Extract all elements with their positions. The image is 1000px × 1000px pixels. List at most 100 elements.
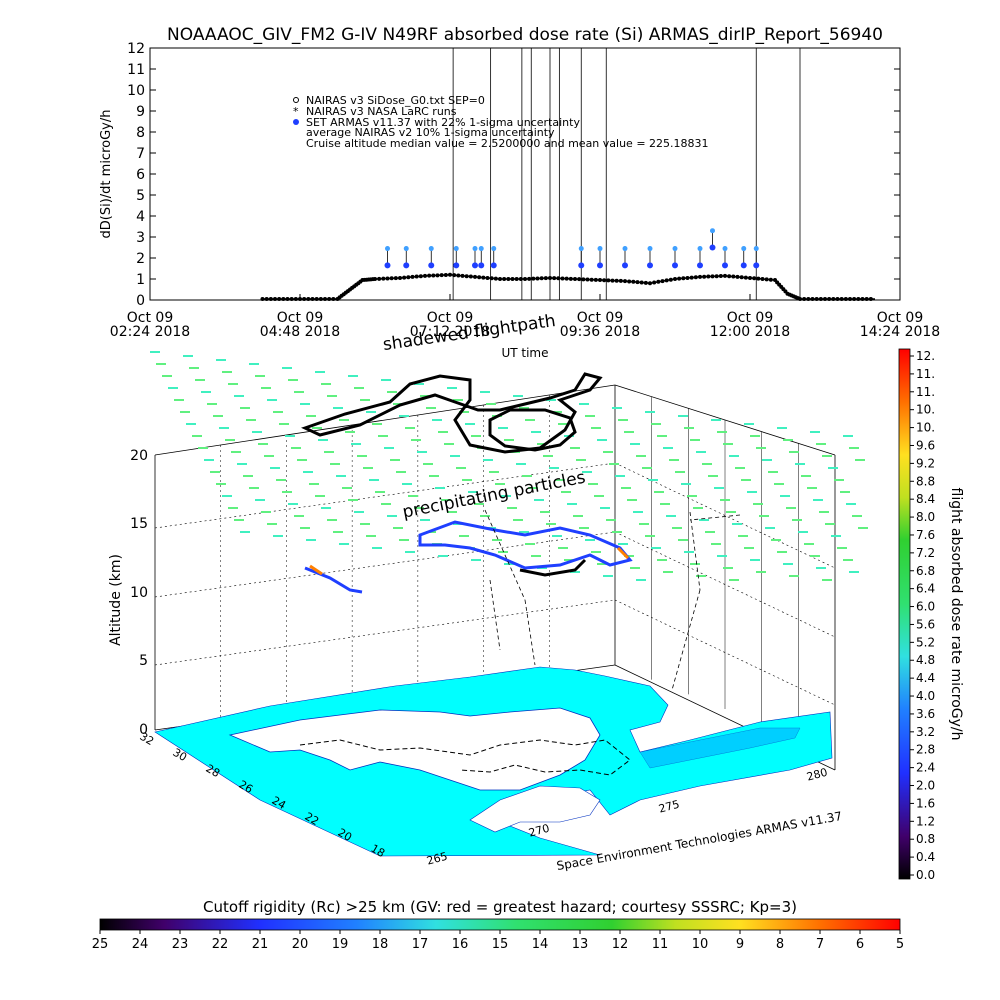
nairas-point: [743, 275, 748, 280]
lon-tick-label: 280: [805, 766, 829, 784]
nairas-point: [460, 273, 465, 278]
armas-upper-point: [597, 246, 603, 252]
side-tick-label: 3.2: [916, 725, 935, 739]
lon-tick-label: 270: [527, 822, 551, 840]
bottom-tick-label: 22: [212, 937, 229, 952]
armas-upper-point: [472, 246, 478, 252]
side-tick-label: 4.4: [916, 671, 935, 685]
nairas-point: [431, 273, 436, 278]
armas-point: [647, 262, 653, 269]
nairas-point: [377, 276, 382, 281]
nairas-point: [802, 296, 807, 301]
bottom-tick-label: 14: [532, 937, 549, 952]
x-tick-time: 07:12 2018: [410, 324, 490, 340]
nairas-point: [735, 274, 740, 279]
side-tick-label: 8.0: [916, 510, 935, 524]
lat-tick-label: 26: [236, 778, 255, 796]
side-tick-label: 5.6: [916, 617, 935, 631]
nairas-point: [306, 296, 311, 301]
side-tick-label: 7.6: [916, 528, 935, 542]
legend-entry-4: average NAIRAS v2 10% 1-sigma uncertaint…: [306, 126, 555, 139]
armas-point: [722, 262, 728, 269]
nairas-point: [756, 276, 761, 281]
bottom-tick-label: 17: [412, 937, 429, 952]
dose-colorbar-ticks: 12. 11. 11. 10. 10. 9.6 9.2 8.8 8.4 8.0 7.6 7.2 6.8 6…: [910, 349, 935, 882]
nairas-point: [723, 273, 727, 278]
lat-tick-label: 30: [170, 746, 189, 764]
armas-point: [753, 262, 760, 269]
y-tick-label: 10: [127, 83, 145, 99]
bottom-tick-label: 5: [896, 937, 904, 952]
flightpath-3d-panel: shadewed flightpath Altitude (km) 20 15 …: [108, 311, 868, 873]
nairas-point: [564, 276, 569, 281]
nairas-point: [602, 278, 607, 283]
nairas-point: [835, 296, 840, 301]
nairas-point: [739, 275, 744, 280]
bottom-tick-label: 16: [452, 937, 469, 952]
shadow-flightpath-loop: [488, 408, 577, 452]
legend-entry-5: Cruise altitude median value = 2.5200000…: [306, 137, 709, 150]
rigidity-colorbar-fill: [99, 918, 901, 931]
side-tick-label: 9.6: [916, 438, 935, 452]
armas-point: [697, 262, 703, 269]
nairas-point: [523, 277, 527, 281]
y-tick-label: 4: [136, 209, 145, 225]
bottom-tick-label: 18: [372, 937, 389, 952]
side-tick-label: 2.8: [916, 743, 935, 757]
nairas-point: [827, 296, 832, 301]
nairas-point: [314, 296, 319, 301]
x-tick-day: Oct 09: [277, 310, 323, 326]
bottom-tick-label: 11: [652, 937, 669, 952]
nairas-point: [381, 276, 386, 281]
x-tick-day: Oct 09: [577, 310, 623, 326]
alt-tick-15: 15: [130, 516, 148, 532]
legend-entry-1: NAIRAS v3 SiDose_G0.txt SEP=0: [306, 94, 485, 107]
armas-point: [453, 262, 460, 269]
nairas-point: [660, 279, 665, 284]
x-tick-time: 02:24 2018: [110, 324, 190, 340]
nairas-point: [560, 276, 565, 281]
nairas-point: [631, 279, 636, 284]
side-tick-label: 11.: [916, 367, 935, 381]
nairas-point: [635, 280, 640, 285]
nairas-point: [389, 276, 394, 281]
side-tick-label: 4.8: [916, 653, 935, 667]
nairas-point: [543, 276, 548, 281]
nairas-point: [539, 276, 544, 281]
nairas-point: [493, 276, 498, 281]
nairas-point: [581, 277, 586, 282]
lon-tick-label: 265: [425, 850, 449, 868]
side-tick-label: 0.4: [916, 850, 935, 864]
legend-marker-star: *: [293, 105, 299, 118]
nairas-point: [848, 296, 852, 301]
nairas-point: [864, 296, 869, 301]
nairas-point: [481, 275, 486, 280]
side-tick-label: 3.6: [916, 707, 935, 721]
nairas-point: [514, 277, 519, 281]
side-tick-label: 1.6: [916, 796, 935, 810]
nairas-point: [623, 279, 627, 284]
nairas-point: [373, 277, 377, 281]
nairas-point: [677, 276, 682, 281]
land-mass-south: [469, 785, 601, 833]
nairas-point: [260, 296, 265, 301]
armas-upper-point: [753, 246, 759, 252]
nairas-point: [435, 273, 440, 278]
armas-upper-point: [428, 246, 434, 252]
nairas-point: [706, 274, 711, 279]
side-tick-label: 6.4: [916, 582, 935, 596]
side-tick-label: 6.0: [916, 600, 935, 614]
nairas-point: [427, 273, 432, 278]
nairas-point: [268, 296, 273, 301]
armas-point: [472, 262, 478, 269]
bottom-tick-label: 7: [816, 937, 824, 952]
x-tick-day: Oct 09: [427, 310, 473, 326]
nairas-point: [423, 273, 427, 278]
bottom-tick-label: 10: [692, 937, 709, 952]
y-tick-label: 9: [136, 104, 145, 120]
legend: NAIRAS v3 SiDose_G0.txt SEP=0 * NAIRAS v…: [293, 94, 709, 150]
bottom-tick-label: 21: [252, 937, 269, 952]
nairas-point: [452, 273, 457, 278]
flightpath-descent: [519, 558, 587, 577]
dose-colorbar-label: flight absorbed dose rate microGy/h: [948, 488, 964, 741]
